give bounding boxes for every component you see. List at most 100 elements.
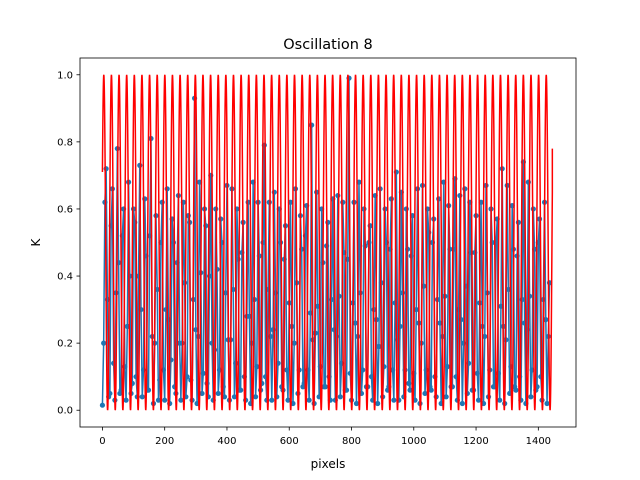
data-point xyxy=(528,394,534,400)
y-tick-label: 0.0 xyxy=(57,406,73,417)
data-point xyxy=(155,397,162,403)
data-point xyxy=(174,260,180,266)
data-point xyxy=(123,397,129,403)
data-point xyxy=(139,394,145,400)
data-point xyxy=(231,394,238,400)
data-point xyxy=(443,394,449,400)
y-axis-ticks: 0.0 0.2 0.4 0.6 0.8 1.0 xyxy=(57,70,80,417)
data-point xyxy=(235,256,241,262)
data-point xyxy=(218,216,224,222)
data-point xyxy=(340,199,346,205)
y-tick-label: 0.6 xyxy=(57,204,73,215)
data-point xyxy=(536,216,543,222)
data-point xyxy=(103,166,109,172)
data-point xyxy=(482,333,488,340)
data-point xyxy=(399,290,406,296)
data-point xyxy=(337,394,343,400)
data-point xyxy=(170,239,177,246)
data-point xyxy=(137,162,143,168)
data-point xyxy=(403,206,409,212)
data-point xyxy=(269,397,275,403)
data-point xyxy=(164,186,170,192)
data-point xyxy=(178,397,184,403)
data-point xyxy=(223,290,229,296)
data-point xyxy=(193,327,199,333)
series-layer xyxy=(99,74,554,411)
data-point xyxy=(335,192,341,199)
data-point xyxy=(444,364,451,370)
data-point xyxy=(162,397,168,403)
data-point xyxy=(474,370,480,376)
data-point xyxy=(406,380,412,386)
data-point xyxy=(457,192,463,199)
x-axis-label: pixels xyxy=(311,457,346,471)
data-point xyxy=(368,374,375,380)
plot-area xyxy=(79,57,577,428)
data-point xyxy=(291,340,297,346)
data-point xyxy=(462,186,468,192)
data-point xyxy=(214,266,220,272)
x-tick-label: 600 xyxy=(280,436,299,447)
x-tick-label: 800 xyxy=(342,436,361,447)
data-point xyxy=(451,246,457,252)
data-point xyxy=(215,390,221,397)
data-point xyxy=(472,249,478,256)
data-point xyxy=(306,397,312,403)
x-axis-ticks: 0 200 400 600 800 1000 1200 1400 xyxy=(99,427,551,447)
y-tick-label: 0.2 xyxy=(57,339,73,350)
axes-frame xyxy=(79,57,577,428)
data-point xyxy=(360,367,366,373)
y-axis-label: K xyxy=(29,237,43,246)
data-point xyxy=(495,370,502,376)
data-point xyxy=(475,397,482,403)
data-point xyxy=(353,400,360,407)
data-point xyxy=(101,340,107,346)
data-point xyxy=(254,364,260,370)
x-tick-label: 200 xyxy=(155,436,174,447)
x-tick-label: 1200 xyxy=(463,436,488,447)
data-point xyxy=(199,390,205,397)
data-point xyxy=(391,397,397,403)
data-point xyxy=(527,293,533,299)
data-point xyxy=(407,387,413,393)
data-point xyxy=(322,384,328,390)
data-point xyxy=(159,199,165,205)
data-point xyxy=(154,286,160,293)
data-point xyxy=(200,370,206,376)
x-tick-label: 0 xyxy=(99,436,105,447)
data-point xyxy=(203,223,209,229)
data-point xyxy=(392,300,398,306)
data-point xyxy=(375,400,381,407)
data-point xyxy=(515,219,522,225)
data-point xyxy=(99,402,106,408)
y-tick-label: 0.8 xyxy=(57,137,73,148)
data-point xyxy=(423,367,429,373)
data-point xyxy=(213,206,219,212)
data-point xyxy=(184,374,190,380)
data-point xyxy=(352,320,358,326)
data-point xyxy=(376,343,382,350)
data-point xyxy=(256,253,262,259)
data-point xyxy=(422,390,428,397)
x-tick-label: 400 xyxy=(217,436,236,447)
y-tick-label: 0.4 xyxy=(57,272,73,283)
data-point xyxy=(544,400,550,407)
data-point xyxy=(413,306,419,313)
data-point xyxy=(309,122,315,128)
data-point xyxy=(260,239,266,246)
data-point xyxy=(513,387,519,393)
chart-title: Oscillation 8 xyxy=(283,37,373,53)
data-point xyxy=(284,367,290,373)
data-point xyxy=(238,387,244,393)
data-point xyxy=(428,387,434,393)
data-point xyxy=(285,397,291,403)
data-point xyxy=(253,394,259,400)
x-tick-label: 1400 xyxy=(526,436,551,447)
data-point xyxy=(459,400,465,407)
data-point xyxy=(402,367,408,373)
data-point xyxy=(497,397,503,403)
fit-series-line xyxy=(101,74,554,411)
y-tick-label: 1.0 xyxy=(57,70,73,81)
data-point xyxy=(145,387,152,393)
